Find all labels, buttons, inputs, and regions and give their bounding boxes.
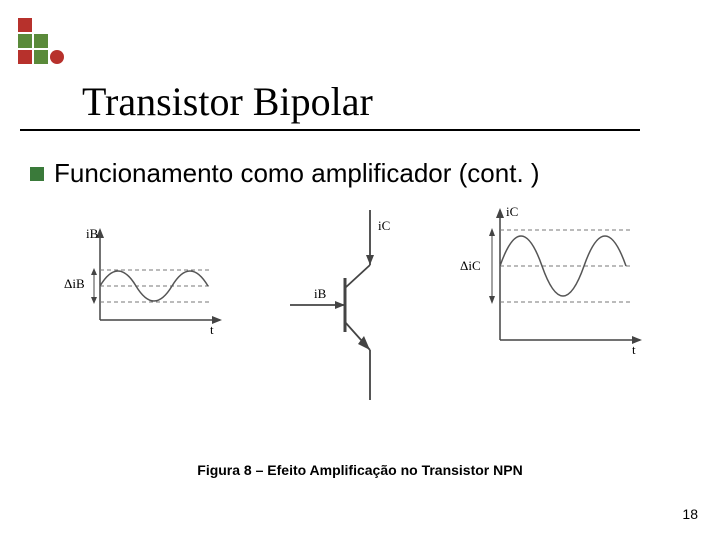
right-plot: iC t ΔiC [460, 204, 642, 357]
bullet-row: Funcionamento como amplificador (cont. ) [30, 158, 540, 189]
logo-cell [50, 34, 64, 48]
bullet-text: Funcionamento como amplificador (cont. ) [54, 158, 540, 189]
slide-title: Transistor Bipolar [82, 78, 700, 125]
logo-cell [34, 50, 48, 64]
page-number: 18 [682, 506, 698, 522]
slide-title-block: Transistor Bipolar [82, 78, 700, 131]
left-delta-label: ΔiB [64, 276, 85, 291]
logo-cell [50, 50, 64, 64]
logo-cell [18, 18, 32, 32]
figure-svg: iB t ΔiB iC iB [60, 200, 660, 430]
logo-cell [18, 50, 32, 64]
figure-area: iB t ΔiB iC iB [60, 200, 660, 430]
left-x-label: t [210, 322, 214, 337]
transistor-symbol: iC iB [290, 210, 390, 400]
logo-cell [34, 18, 48, 32]
figure-caption: Figura 8 – Efeito Amplificação no Transi… [0, 462, 720, 478]
bullet-icon [30, 167, 44, 181]
right-y-label: iC [506, 204, 518, 219]
logo-cell [50, 18, 64, 32]
right-x-label: t [632, 342, 636, 357]
logo-cell [34, 34, 48, 48]
ib-label: iB [314, 286, 327, 301]
left-y-label: iB [86, 226, 99, 241]
institution-logo [18, 18, 64, 64]
logo-cell [18, 34, 32, 48]
title-underline [20, 129, 640, 131]
left-plot: iB t ΔiB [64, 226, 222, 337]
right-delta-label: ΔiC [460, 258, 481, 273]
ic-top-label: iC [378, 218, 390, 233]
